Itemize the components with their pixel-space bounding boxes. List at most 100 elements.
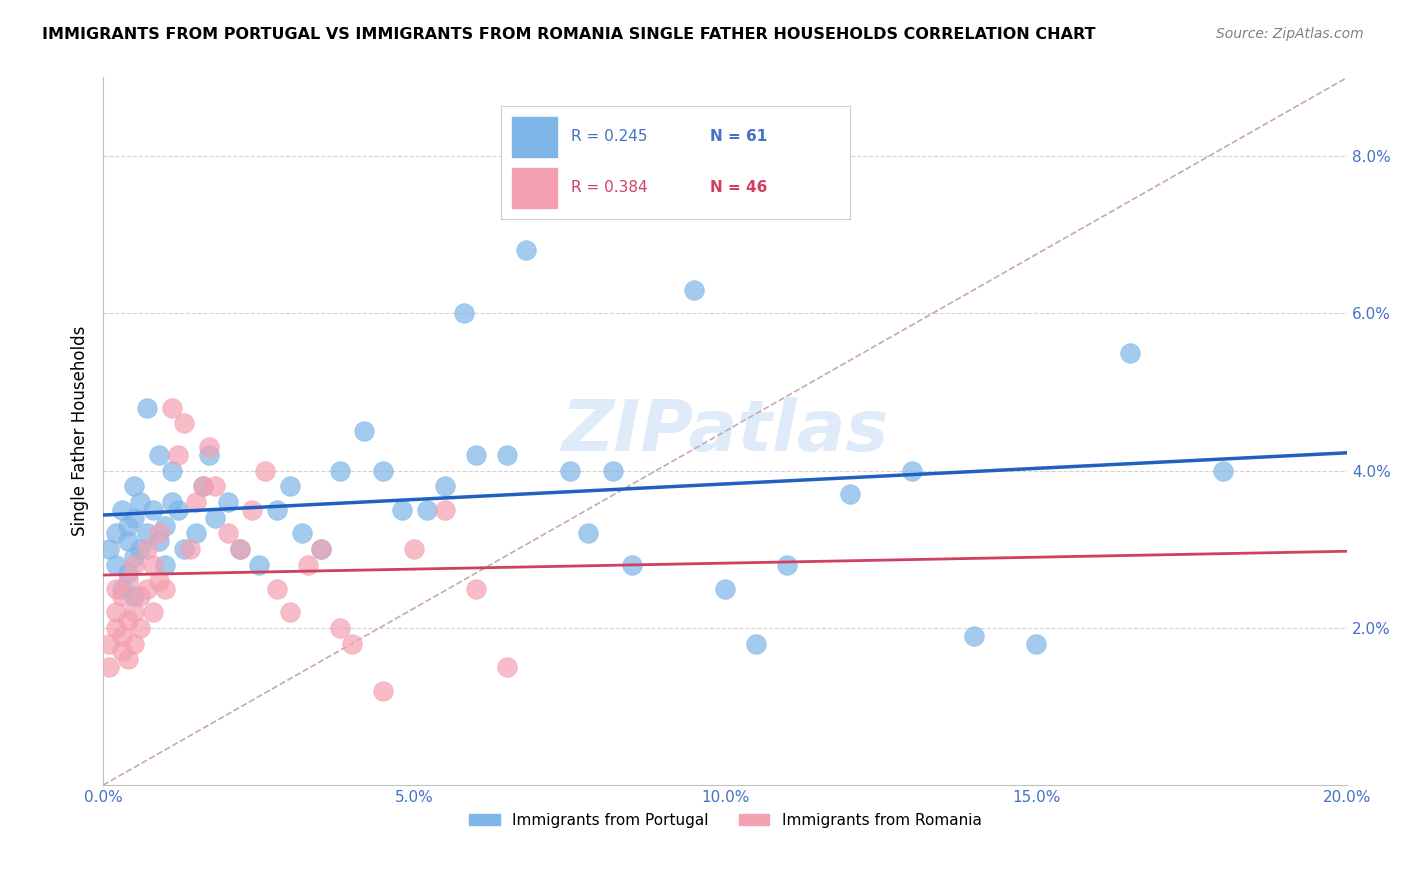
Point xyxy=(620,558,643,572)
Text: IMMIGRANTS FROM PORTUGAL VS IMMIGRANTS FROM ROMANIA SINGLE FATHER HOUSEHOLDS COR: IMMIGRANTS FROM PORTUGAL VS IMMIGRANTS F… xyxy=(42,27,1095,42)
Point xyxy=(186,526,208,541)
Point xyxy=(309,542,332,557)
Point xyxy=(129,495,152,509)
Point xyxy=(173,542,195,557)
Point xyxy=(1212,464,1234,478)
Text: Source: ZipAtlas.com: Source: ZipAtlas.com xyxy=(1216,27,1364,41)
Point xyxy=(776,558,799,572)
Point xyxy=(122,479,145,493)
Point xyxy=(160,495,183,509)
Point xyxy=(98,542,121,557)
Point xyxy=(117,566,139,580)
Point xyxy=(714,582,737,596)
Point xyxy=(104,526,127,541)
Point xyxy=(515,244,537,258)
Point xyxy=(465,582,488,596)
Point xyxy=(198,440,221,454)
Point xyxy=(229,542,252,557)
Point xyxy=(117,574,139,588)
Point xyxy=(291,526,314,541)
Y-axis label: Single Father Households: Single Father Households xyxy=(72,326,89,536)
Point xyxy=(122,510,145,524)
Legend: Immigrants from Portugal, Immigrants from Romania: Immigrants from Portugal, Immigrants fro… xyxy=(463,807,987,834)
Point xyxy=(122,550,145,565)
Point xyxy=(122,636,145,650)
Point xyxy=(117,613,139,627)
Point xyxy=(247,558,270,572)
Point xyxy=(838,487,860,501)
Point xyxy=(297,558,319,572)
Point xyxy=(558,464,581,478)
Point xyxy=(104,621,127,635)
Point xyxy=(173,417,195,431)
Point xyxy=(135,542,157,557)
Point xyxy=(465,448,488,462)
Point xyxy=(309,542,332,557)
Point xyxy=(111,629,134,643)
Point xyxy=(328,464,350,478)
Point xyxy=(148,534,170,549)
Point xyxy=(122,558,145,572)
Point xyxy=(576,526,599,541)
Point xyxy=(204,510,226,524)
Point xyxy=(453,306,475,320)
Point xyxy=(111,582,134,596)
Point xyxy=(217,495,239,509)
Text: ZIPatlas: ZIPatlas xyxy=(561,397,889,466)
Point xyxy=(117,518,139,533)
Point xyxy=(278,605,301,619)
Point xyxy=(122,605,145,619)
Point xyxy=(166,503,188,517)
Point xyxy=(186,495,208,509)
Point xyxy=(683,283,706,297)
Point xyxy=(204,479,226,493)
Point xyxy=(111,503,134,517)
Point xyxy=(371,683,394,698)
Point xyxy=(652,188,675,202)
Point xyxy=(191,479,214,493)
Point xyxy=(371,464,394,478)
Point xyxy=(496,660,519,674)
Point xyxy=(434,503,457,517)
Point xyxy=(122,590,145,604)
Point xyxy=(160,464,183,478)
Point xyxy=(129,590,152,604)
Point xyxy=(148,574,170,588)
Point xyxy=(353,424,375,438)
Point xyxy=(160,401,183,415)
Point xyxy=(155,558,177,572)
Point xyxy=(1118,345,1140,359)
Point xyxy=(496,448,519,462)
Point xyxy=(104,558,127,572)
Point xyxy=(117,652,139,666)
Point xyxy=(391,503,413,517)
Point xyxy=(217,526,239,541)
Point xyxy=(117,534,139,549)
Point xyxy=(155,582,177,596)
Point xyxy=(191,479,214,493)
Point xyxy=(602,464,624,478)
Point xyxy=(98,660,121,674)
Point xyxy=(104,605,127,619)
Point xyxy=(1025,636,1047,650)
Point xyxy=(745,636,768,650)
Point xyxy=(229,542,252,557)
Point xyxy=(253,464,276,478)
Point xyxy=(278,479,301,493)
Point xyxy=(135,401,157,415)
Point xyxy=(901,464,924,478)
Point xyxy=(98,636,121,650)
Point xyxy=(340,636,363,650)
Point xyxy=(179,542,201,557)
Point xyxy=(111,644,134,658)
Point xyxy=(963,629,986,643)
Point xyxy=(266,582,288,596)
Point xyxy=(129,621,152,635)
Point xyxy=(404,542,426,557)
Point xyxy=(242,503,264,517)
Point xyxy=(148,526,170,541)
Point xyxy=(142,605,165,619)
Point xyxy=(434,479,457,493)
Point xyxy=(198,448,221,462)
Point xyxy=(166,448,188,462)
